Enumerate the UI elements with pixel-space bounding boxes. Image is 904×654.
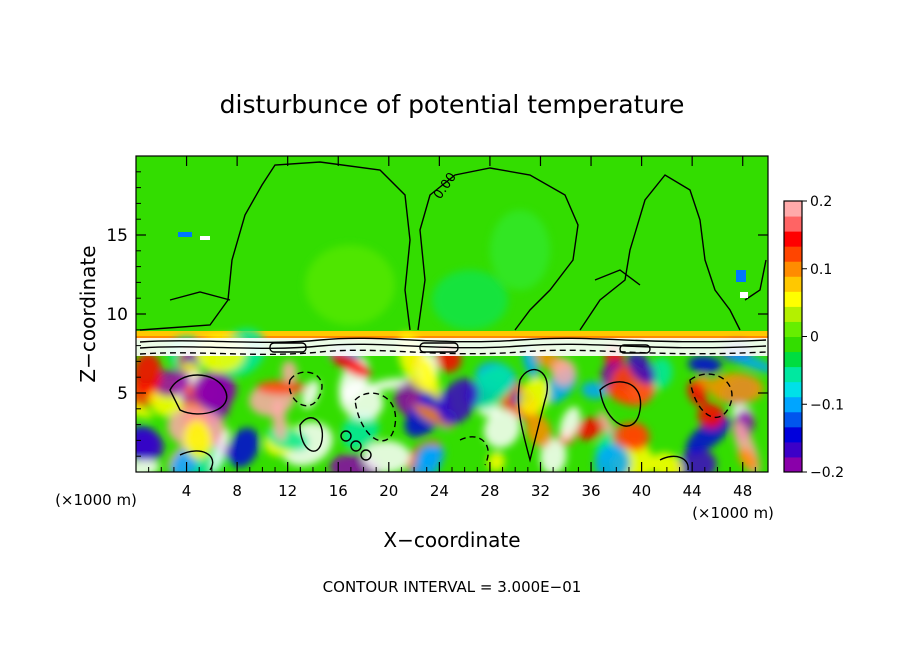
colorbar-swatch — [784, 336, 802, 353]
x-tick-label: 4 — [182, 482, 192, 500]
contour-lines — [139, 161, 767, 471]
eddy-blob — [339, 380, 384, 421]
x-tick-label: 36 — [581, 482, 600, 500]
colorbar-swatch — [784, 261, 802, 277]
colorbar-swatch — [784, 291, 802, 307]
eddy-blob — [676, 449, 717, 472]
contour-interval-note: CONTOUR INTERVAL = 3.000E−01 — [323, 578, 582, 596]
colorbar-swatch — [784, 441, 802, 458]
x-tick-label: 40 — [632, 482, 651, 500]
z-tick-label: 10 — [106, 305, 128, 325]
eddy-blob — [272, 398, 287, 442]
eddy-blob — [136, 459, 160, 472]
eddy-blob — [136, 352, 162, 395]
colorbar-swatch — [784, 456, 802, 473]
z-axis: 5 10 15 — [106, 171, 768, 457]
z-axis-label: Z−coordinate — [76, 245, 100, 382]
cloud-column-shading — [305, 210, 550, 330]
plot-area — [136, 156, 768, 472]
x-unit-label: (×1000 m) — [692, 504, 774, 522]
eddy-blob — [687, 380, 708, 406]
eddy-blob — [183, 419, 213, 460]
eddy-blob — [330, 351, 372, 378]
eddy-blob — [438, 378, 479, 425]
colorbar-swatch — [784, 216, 802, 232]
colorbar-swatch — [784, 351, 802, 368]
colorbar-swatch — [784, 201, 802, 217]
colorbar-swatch — [784, 321, 802, 337]
contour-right-cloud — [579, 174, 741, 331]
inversion-band — [136, 331, 768, 337]
x-tick-label: 24 — [430, 482, 449, 500]
eddy-blob — [256, 380, 307, 395]
eddy-blob — [415, 443, 439, 468]
eddy-blob — [136, 430, 164, 463]
eddy-blob — [341, 411, 379, 451]
z-unit-label: (×1000 m) — [55, 491, 137, 509]
eddy-blob — [227, 427, 260, 468]
colorbar-tick-label: 0.2 — [810, 194, 832, 210]
z-tick-label: 15 — [106, 226, 128, 246]
eddy-blob — [525, 413, 552, 448]
x-tick-label: 32 — [531, 482, 550, 500]
eddy-blob — [559, 406, 581, 441]
eddy-blob — [551, 358, 577, 386]
eddy-blob — [153, 369, 191, 397]
eddy-blob — [648, 357, 673, 389]
eddy-blob — [211, 428, 230, 472]
colorbar-swatch — [784, 426, 802, 443]
contour-center-cloud — [417, 167, 579, 331]
eddy-blob — [540, 438, 567, 472]
colorbar-swatch — [784, 276, 802, 292]
eddy-blob — [469, 365, 513, 410]
chart-title: disturbunce of potential temperature — [220, 90, 685, 119]
eddy-blob — [594, 444, 631, 472]
eddy-blob — [281, 360, 297, 384]
eddy-blob — [362, 440, 411, 472]
eddy-blob — [518, 377, 551, 416]
x-tick-label: 8 — [232, 482, 242, 500]
colorbar-swatch — [784, 366, 802, 383]
x-tick-label: 28 — [480, 482, 499, 500]
eddy-blob — [605, 384, 632, 404]
colorbar-tick-label: −0.2 — [810, 465, 844, 481]
z-tick-label: 5 — [117, 384, 128, 404]
x-tick-label: 48 — [733, 482, 752, 500]
colorbar-tick-label: −0.1 — [810, 397, 844, 413]
eddy-blob — [708, 372, 764, 405]
x-tick-label: 44 — [683, 482, 702, 500]
colorbar-swatch — [784, 411, 802, 428]
eddy-blob — [301, 380, 320, 409]
eddy-blob — [612, 422, 646, 448]
colorbar-swatch — [784, 381, 802, 398]
x-tick-label: 16 — [329, 482, 348, 500]
eddy-blob — [697, 402, 725, 429]
x-axis-label: X−coordinate — [383, 528, 520, 552]
eddy-blob — [483, 409, 521, 449]
colorbar-tick-label: 0.1 — [810, 262, 832, 278]
colorbar-tick-label: 0 — [810, 330, 819, 346]
eddy-blob — [725, 351, 768, 373]
noise-specks — [178, 232, 748, 298]
eddy-blob — [192, 371, 232, 407]
x-axis: 4 8 12 16 20 24 28 32 36 40 44 48 — [148, 156, 756, 500]
eddy-blob — [650, 452, 684, 472]
colorbar-swatch — [784, 231, 802, 247]
colorbar-swatch — [784, 246, 802, 262]
eddy-blob — [575, 417, 603, 440]
eddy-blob — [487, 451, 505, 472]
eddy-blob — [366, 378, 409, 391]
x-tick-label: 12 — [278, 482, 297, 500]
colorbar-swatch — [784, 396, 802, 413]
x-tick-label: 20 — [379, 482, 398, 500]
colorbar-swatch — [784, 306, 802, 322]
colorbar: 0.2 0.1 0 −0.1 −0.2 — [783, 194, 844, 481]
eddy-blob — [627, 351, 656, 385]
eddy-blob — [688, 355, 722, 374]
